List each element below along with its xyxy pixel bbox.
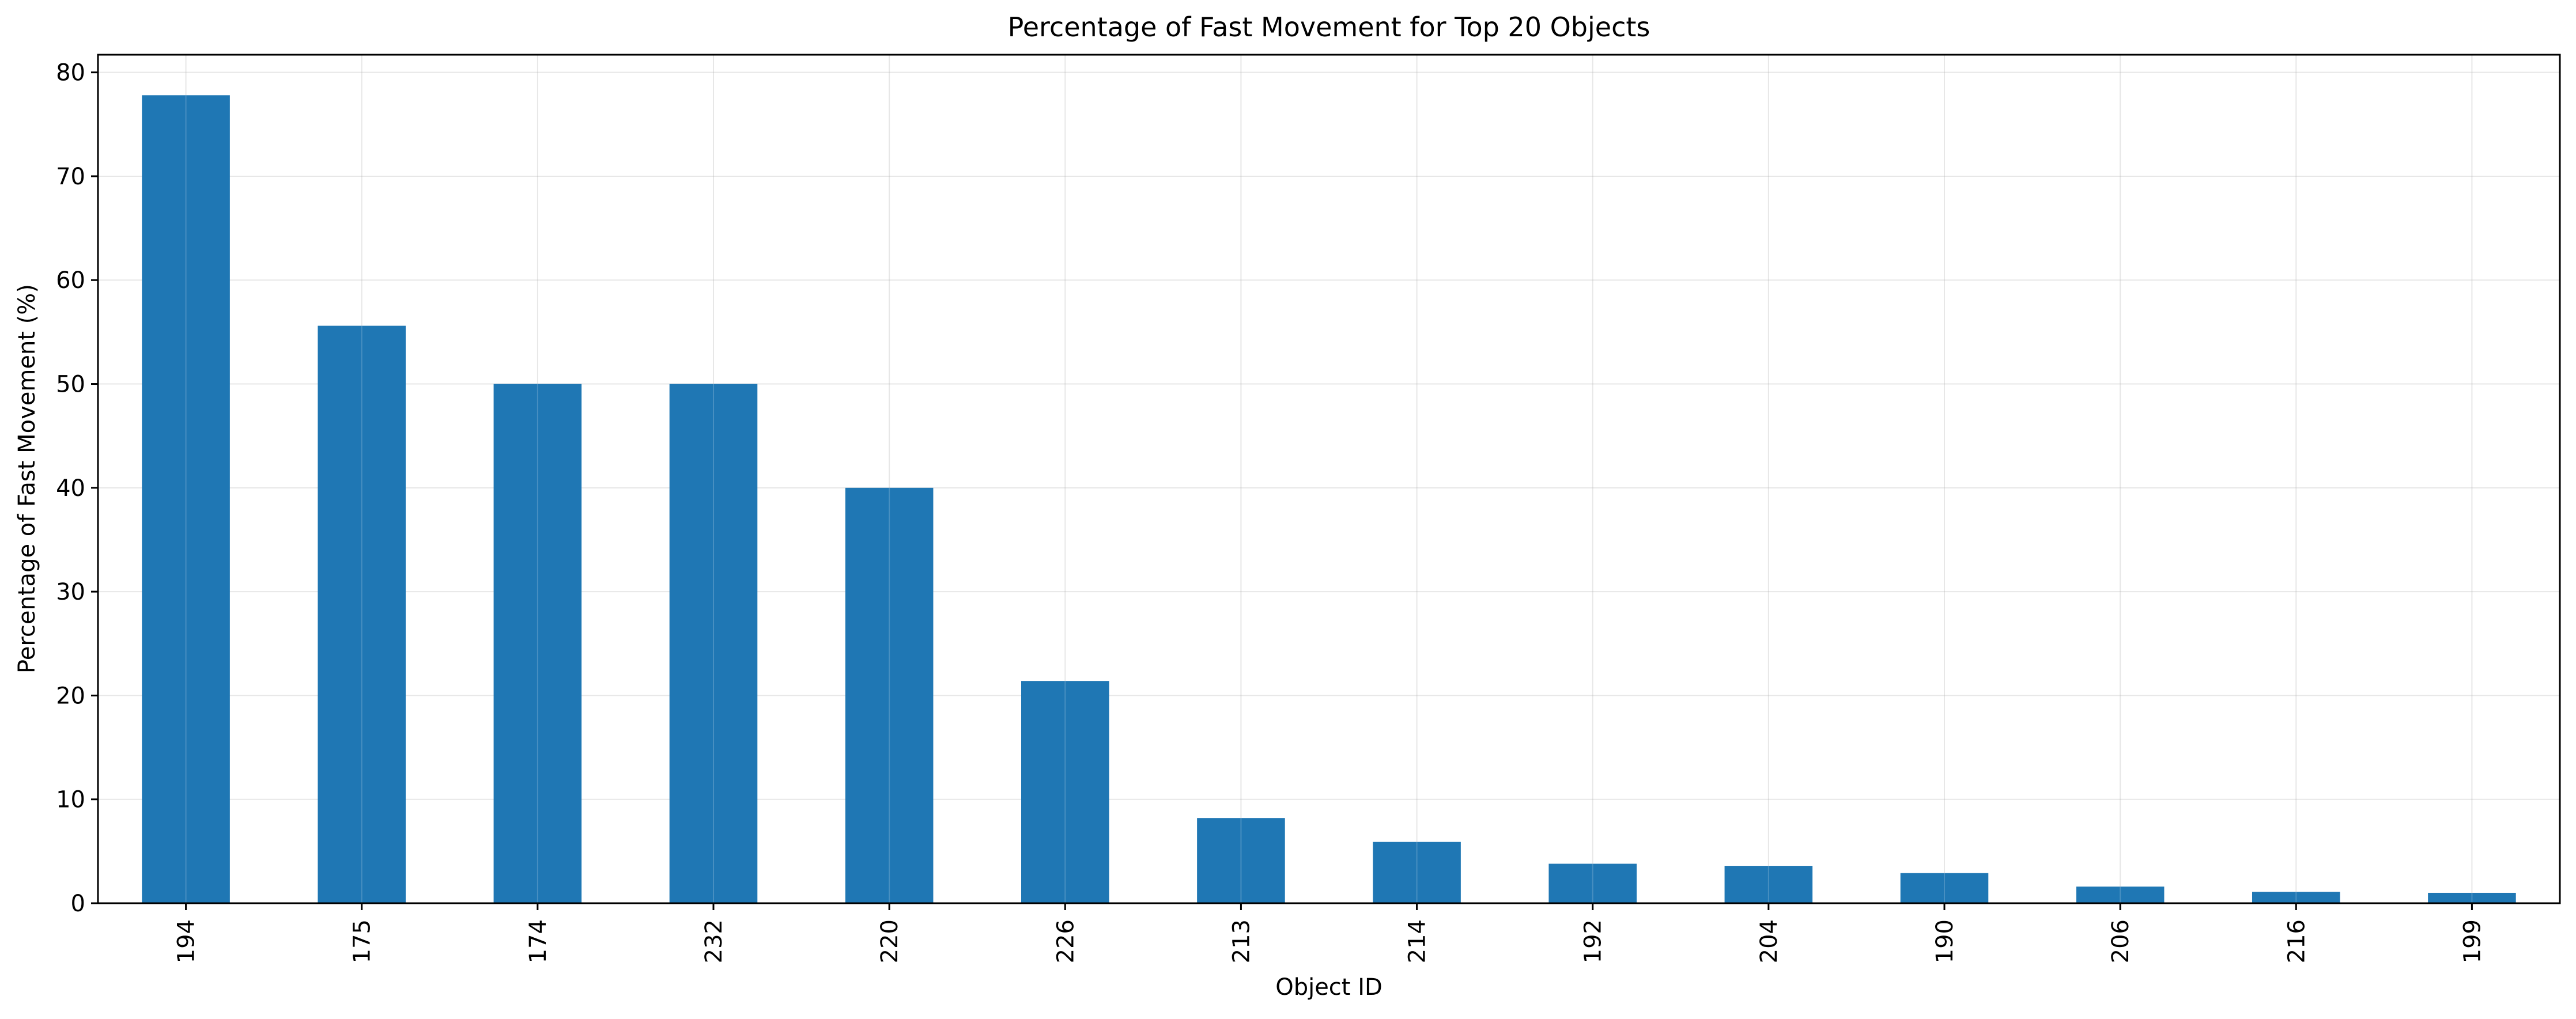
y-tick-label: 0	[71, 891, 85, 917]
y-tick-label: 30	[56, 579, 85, 605]
x-tick-label-194: 194	[173, 919, 200, 963]
bar-192	[1548, 863, 1637, 903]
x-tick-label-226: 226	[1052, 919, 1079, 963]
y-tick-label: 70	[56, 164, 85, 190]
x-tick-label-204: 204	[1756, 919, 1782, 963]
x-gridlines-overlay	[185, 95, 2473, 903]
bar-214	[1373, 842, 1461, 903]
x-tick-label-174: 174	[525, 919, 552, 963]
y-tick-label: 50	[56, 372, 85, 398]
bar-194	[142, 95, 230, 903]
plot-frame	[97, 54, 2561, 904]
bar-216	[2252, 892, 2340, 903]
y-tick-label: 60	[56, 267, 85, 294]
x-tick-label-213: 213	[1228, 919, 1255, 963]
x-tick-label-175: 175	[349, 919, 376, 963]
bars	[142, 95, 2516, 903]
x-tick-label-220: 220	[877, 919, 903, 963]
y-tick-label: 80	[56, 60, 85, 86]
x-tick-label-199: 199	[2459, 919, 2486, 963]
x-axis-ticks: 194 175 174 232 220 226 213 214 192 204 190 206 216 1…	[173, 903, 2486, 963]
bar-206	[2076, 887, 2165, 903]
bar-226	[1021, 681, 1109, 903]
bar-190	[1900, 873, 1989, 903]
x-tick-label-192: 192	[1580, 919, 1607, 963]
bar-232	[669, 384, 758, 903]
bar-220	[845, 487, 934, 903]
chart-title: Percentage of Fast Movement for Top 20 O…	[1008, 12, 1650, 43]
bar-175	[318, 325, 406, 903]
x-tick-label-216: 216	[2283, 919, 2310, 963]
bar-213	[1197, 818, 1285, 903]
y-axis-ticks: 0 10 20 30 40 50 60 70 80	[56, 60, 98, 917]
x-tick-label-190: 190	[1932, 919, 1958, 963]
y-tick-label: 10	[56, 787, 85, 813]
bar-204	[1724, 866, 1813, 903]
y-tick-label: 40	[56, 475, 85, 502]
x-axis-label: Object ID	[1275, 974, 1383, 1001]
bar-199	[2428, 892, 2516, 903]
y-tick-label: 20	[56, 683, 85, 709]
x-tick-label-232: 232	[701, 919, 727, 963]
y-axis-label: Percentage of Fast Movement (%)	[14, 284, 40, 673]
bar-174	[493, 384, 582, 903]
x-tick-label-206: 206	[2107, 919, 2134, 963]
x-tick-label-214: 214	[1404, 919, 1431, 963]
